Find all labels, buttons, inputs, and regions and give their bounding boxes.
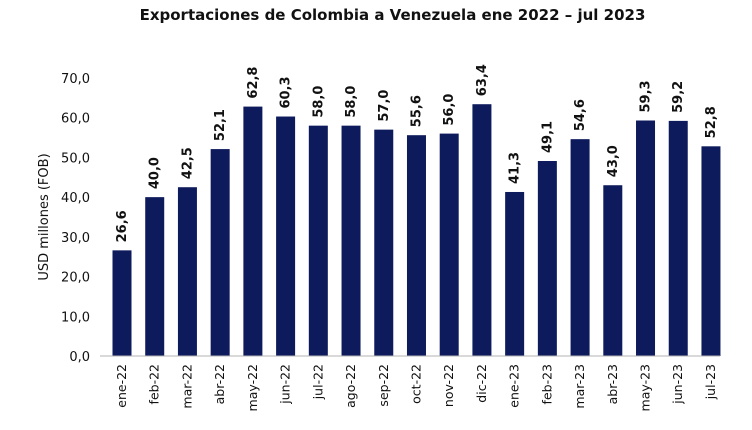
x-tick-label: may-23 bbox=[638, 364, 653, 411]
bar bbox=[636, 120, 656, 356]
x-tick-label: jun-22 bbox=[278, 364, 293, 405]
bar-value-label: 49,1 bbox=[540, 121, 555, 153]
bar bbox=[308, 125, 328, 357]
y-tick-label: 30,0 bbox=[61, 231, 90, 246]
x-tick-label: dic-22 bbox=[474, 364, 489, 403]
bar bbox=[406, 135, 426, 356]
x-tick-label: feb-22 bbox=[147, 364, 162, 404]
bar bbox=[537, 161, 557, 356]
y-axis: 0,0 10,0 20,0 30,0 40,0 50,0 60,0 70,0 bbox=[61, 72, 90, 365]
chart-title: Exportaciones de Colombia a Venezuela en… bbox=[139, 6, 646, 24]
bar-value-label: 55,6 bbox=[409, 95, 424, 127]
y-tick-label: 40,0 bbox=[61, 191, 90, 206]
x-axis: ene-22 feb-22 mar-22 abr-22 may-22 jun-22 jul-… bbox=[100, 355, 720, 411]
y-tick-label: 60,0 bbox=[61, 112, 90, 127]
bar bbox=[701, 146, 721, 356]
bars: 26,6 40,0 42,5 52,1 62,8 60,3 58,0 58,0 57,0 55,6… bbox=[112, 64, 721, 357]
x-tick-label: abr-23 bbox=[605, 364, 620, 404]
bar-value-label: 54,6 bbox=[573, 99, 588, 131]
bar bbox=[243, 106, 263, 356]
bar-value-label: 62,8 bbox=[246, 67, 261, 99]
bar-value-label: 59,3 bbox=[639, 80, 654, 112]
bar bbox=[276, 116, 296, 356]
bar-value-label: 58,0 bbox=[311, 86, 326, 118]
bar bbox=[177, 187, 197, 356]
x-tick-label: abr-22 bbox=[212, 364, 227, 404]
bar bbox=[374, 129, 394, 356]
y-tick-label: 0,0 bbox=[69, 350, 90, 365]
bar bbox=[145, 197, 165, 356]
bar-value-label: 57,0 bbox=[377, 90, 392, 122]
bar-value-label: 26,6 bbox=[115, 210, 130, 242]
bar-value-label: 40,0 bbox=[148, 157, 163, 189]
x-tick-label: mar-22 bbox=[179, 364, 194, 409]
bar-value-label: 59,2 bbox=[671, 81, 686, 113]
bar bbox=[112, 250, 132, 356]
bar-value-label: 42,5 bbox=[180, 147, 195, 179]
y-tick-label: 70,0 bbox=[61, 72, 90, 87]
x-tick-label: sep-22 bbox=[376, 364, 391, 407]
bar-value-label: 43,0 bbox=[606, 145, 621, 177]
x-tick-label: oct-22 bbox=[408, 364, 423, 404]
y-axis-label: USD millones (FOB) bbox=[37, 153, 52, 280]
bar bbox=[472, 104, 492, 356]
x-tick-label: jul-22 bbox=[310, 364, 325, 400]
bar bbox=[341, 125, 361, 357]
x-tick-label: may-22 bbox=[245, 364, 260, 411]
bar-value-label: 58,0 bbox=[344, 86, 359, 118]
x-tick-label: mar-23 bbox=[572, 364, 587, 409]
bar-value-label: 52,8 bbox=[704, 106, 719, 138]
y-tick-label: 50,0 bbox=[61, 151, 90, 166]
bar-value-label: 52,1 bbox=[213, 109, 228, 141]
x-tick-label: jul-23 bbox=[703, 364, 718, 400]
y-tick-label: 10,0 bbox=[61, 310, 90, 325]
bar-value-label: 60,3 bbox=[279, 76, 294, 108]
bar bbox=[668, 120, 688, 357]
bar-value-label: 63,4 bbox=[475, 64, 490, 96]
x-tick-label: nov-22 bbox=[441, 364, 456, 407]
x-tick-label: ene-23 bbox=[507, 364, 522, 408]
bar-value-label: 41,3 bbox=[508, 152, 523, 184]
x-tick-label: feb-23 bbox=[539, 364, 554, 404]
y-tick-label: 20,0 bbox=[61, 271, 90, 286]
bar-value-label: 56,0 bbox=[442, 94, 457, 126]
x-tick-label: jun-23 bbox=[670, 364, 685, 405]
x-tick-label: ene-22 bbox=[114, 364, 129, 408]
x-tick-label: ago-22 bbox=[343, 364, 358, 408]
bar bbox=[439, 133, 459, 356]
bar bbox=[505, 191, 525, 356]
bar bbox=[210, 149, 230, 356]
bar bbox=[570, 139, 590, 356]
bar bbox=[603, 185, 623, 356]
